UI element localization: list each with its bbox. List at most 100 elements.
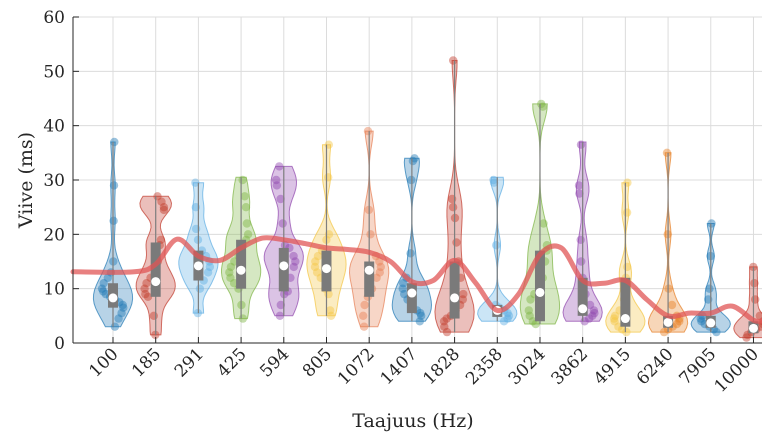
data-point (406, 249, 415, 258)
x-tick-label: 10000 (711, 344, 762, 396)
median-marker (364, 265, 374, 275)
data-point (442, 314, 451, 323)
data-point (375, 257, 384, 266)
data-point (751, 295, 760, 304)
y-tick-label: 50 (43, 62, 65, 82)
data-point (589, 306, 599, 315)
y-tick-labels: 0 10 20 30 40 50 60 (43, 8, 65, 354)
data-point (538, 102, 547, 111)
data-point (408, 156, 418, 166)
y-tick-label: 10 (43, 280, 65, 300)
data-point (755, 311, 762, 320)
box-overlays (108, 60, 759, 338)
median-marker (321, 264, 331, 274)
median-marker (706, 318, 716, 328)
y-tick-label: 30 (43, 171, 65, 191)
data-point (539, 219, 548, 228)
data-point (585, 314, 594, 323)
data-point (324, 173, 333, 182)
iqr-box (577, 277, 588, 316)
data-point (372, 273, 381, 282)
data-point (278, 219, 287, 228)
data-point (623, 178, 632, 187)
data-point (499, 317, 509, 326)
y-tick-label: 0 (54, 334, 65, 354)
data-point (712, 327, 721, 337)
data-point (415, 317, 424, 326)
data-point (324, 140, 333, 149)
data-point (359, 311, 368, 320)
x-tick-label: 1407 (377, 344, 422, 389)
data-point (280, 241, 290, 250)
data-point (492, 241, 501, 250)
x-tick-label: 185 (128, 344, 165, 381)
data-point (99, 279, 108, 288)
data-point (442, 327, 452, 337)
iqr-box (449, 261, 460, 319)
y-tick-label: 40 (43, 117, 65, 137)
data-point (618, 325, 627, 334)
median-marker (620, 314, 630, 324)
data-point (238, 175, 247, 185)
data-point (159, 203, 169, 212)
data-point (524, 306, 533, 315)
data-point (140, 284, 149, 293)
data-point (191, 224, 201, 234)
data-point (705, 284, 714, 293)
data-point (623, 262, 632, 272)
data-point (574, 181, 584, 190)
data-point (417, 311, 426, 320)
x-tick-label: 4915 (590, 344, 635, 389)
data-point (156, 235, 166, 244)
x-tick-label: 425 (214, 344, 251, 381)
data-point (697, 317, 706, 326)
data-point (376, 262, 385, 272)
data-point (291, 257, 300, 266)
data-point (675, 317, 684, 326)
data-point (749, 262, 758, 272)
data-point (149, 311, 158, 320)
data-point (203, 268, 213, 277)
data-point (622, 327, 631, 337)
data-point (360, 300, 369, 310)
data-point (662, 148, 672, 157)
x-tick-label: 1828 (419, 344, 464, 389)
data-point (537, 99, 546, 109)
data-point (672, 319, 682, 329)
data-point (577, 257, 586, 266)
data-point (151, 330, 160, 340)
data-point (109, 181, 119, 190)
data-point (439, 317, 449, 326)
data-point (289, 251, 298, 261)
data-point (159, 205, 169, 215)
data-point (101, 289, 111, 299)
iqr-box (406, 283, 417, 314)
iqr-box (364, 261, 375, 297)
data-point (440, 322, 449, 331)
median-marker (151, 277, 161, 287)
data-point (195, 284, 205, 293)
iqr-box (534, 250, 545, 322)
data-point (205, 262, 215, 272)
data-point (326, 306, 335, 315)
x-tick-label: 2358 (462, 344, 507, 389)
data-point (312, 268, 322, 277)
data-point (609, 314, 619, 323)
data-point (528, 317, 537, 326)
data-point (525, 311, 534, 320)
data-point (97, 284, 107, 293)
data-point (272, 181, 282, 190)
y-axis-title: Viive (ms) (15, 132, 37, 229)
data-point (226, 262, 236, 272)
data-point (742, 333, 751, 342)
data-point (157, 197, 166, 206)
data-point (153, 192, 162, 201)
data-point (118, 300, 127, 310)
x-tick-labels: 100 185 291 425 594 8051072140718282358302438… (85, 344, 762, 396)
median-marker (279, 261, 289, 271)
data-point (275, 311, 285, 320)
iqr-box (236, 239, 247, 289)
data-point (272, 175, 281, 185)
data-point (99, 287, 108, 296)
median-marker (663, 317, 673, 327)
